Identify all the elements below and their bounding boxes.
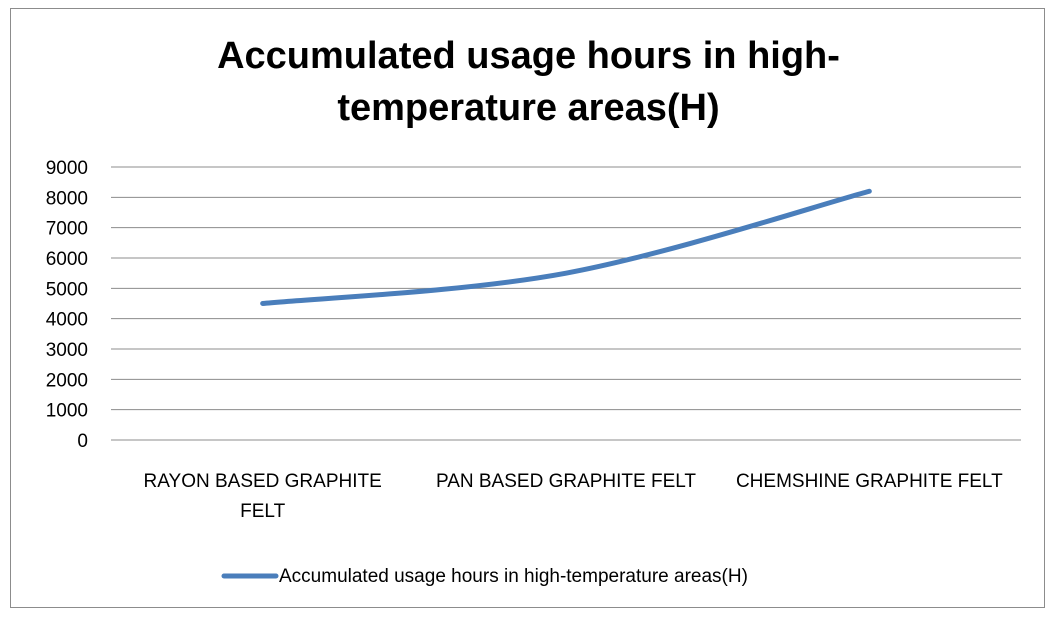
y-tick-label: 2000 <box>46 370 88 391</box>
series-group <box>260 188 872 306</box>
y-tick-label: 1000 <box>46 401 88 422</box>
chart-title: Accumulated usage hours in high- tempera… <box>0 30 1057 134</box>
y-tick-label: 7000 <box>46 219 88 240</box>
y-tick-label: 4000 <box>46 310 88 331</box>
y-tick-label: 3000 <box>46 340 88 361</box>
x-category-label: RAYON BASED GRAPHITE FELT <box>144 471 382 522</box>
legend-label: Accumulated usage hours in high-temperat… <box>279 566 748 587</box>
gridlines <box>111 166 1021 441</box>
x-category-label: CHEMSHINE GRAPHITE FELT <box>736 471 1003 492</box>
x-axis-category-labels: RAYON BASED GRAPHITE FELT PAN BASED GRAPHI… <box>144 471 1004 522</box>
y-axis-tick-labels: 0 1000 2000 3000 4000 5000 6000 7000 8000 9000 <box>46 158 88 452</box>
y-tick-label: 6000 <box>46 249 88 270</box>
y-tick-label: 0 <box>77 431 88 452</box>
x-category-label: PAN BASED GRAPHITE FELT <box>436 471 696 492</box>
chart-title-line-1: Accumulated usage hours in high- <box>217 35 840 77</box>
y-tick-label: 9000 <box>46 158 88 179</box>
y-tick-label: 5000 <box>46 279 88 300</box>
y-tick-label: 8000 <box>46 188 88 209</box>
legend: Accumulated usage hours in high-temperat… <box>221 566 748 587</box>
chart-title-line-2: temperature areas(H) <box>337 87 720 129</box>
chart-frame <box>10 8 1045 608</box>
series-line <box>260 188 872 306</box>
